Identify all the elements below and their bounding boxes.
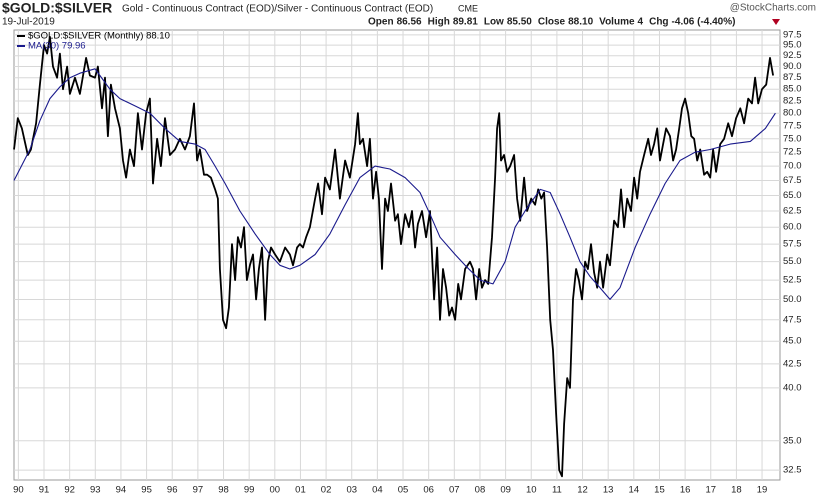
y-tick-label: 95.0 [783,40,802,51]
quote-value: 4 [638,17,644,28]
exchange: CME [458,3,478,13]
y-tick-label: 55.0 [783,256,802,267]
quote-value: 88.10 [568,17,593,28]
x-tick-label: 17 [705,485,716,496]
quote-value: 86.56 [397,17,422,28]
x-tick-label: 91 [39,485,50,496]
x-tick-label: 11 [552,485,562,496]
x-tick-label: 93 [90,485,101,496]
y-tick-label: 70.0 [783,161,802,172]
y-tick-label: 50.0 [783,294,802,305]
y-tick-label: 57.5 [783,239,802,250]
date: 19-Jul-2019 [2,17,55,28]
x-tick-label: 10 [526,485,537,496]
quote-value: 85.50 [507,17,532,28]
quote-label: Close [538,17,566,28]
quote-label: Open [368,17,394,28]
y-tick-label: 67.5 [783,175,802,186]
chart-title: $GOLD:$SILVER [2,0,112,16]
x-tick-label: 19 [757,485,768,496]
y-tick-label: 72.5 [783,147,802,158]
legend-label: $GOLD:$SILVER (Monthly) 88.10 [28,31,170,42]
x-tick-label: 00 [270,485,281,496]
y-tick-label: 97.5 [783,29,802,40]
grid: 32.5 35.0 40.0 42.5 45.0 47.5 50.0 52.5 55.0 57.5… [13,29,801,495]
y-tick-label: 82.5 [783,96,802,107]
y-tick-label: 47.5 [783,314,802,325]
quote-label: Chg [649,17,668,28]
legend-label: MA(30) 79.96 [28,41,86,52]
y-tick-label: 85.0 [783,84,802,95]
y-tick-label: 80.0 [783,108,802,119]
quote: Open 86.56 High 89.81 Low 85.50 Close 88.10 Volu… [368,17,735,28]
y-tick-label: 65.0 [783,190,802,201]
x-tick-label: 02 [321,485,332,496]
x-tick-label: 07 [449,485,460,496]
plot-area [13,29,781,481]
x-tick-label: 18 [731,485,742,496]
x-tick-label: 04 [372,485,383,496]
x-tick-label: 01 [295,485,306,496]
quote-label: Volume [599,17,635,28]
x-tick-label: 90 [13,485,24,496]
x-tick-label: 13 [603,485,614,496]
x-tick-label: 95 [141,485,152,496]
x-tick-label: 14 [629,485,640,496]
y-tick-label: 35.0 [783,435,802,446]
x-tick-label: 06 [423,485,434,496]
y-tick-label: 42.5 [783,358,802,369]
x-tick-label: 05 [398,485,409,496]
x-tick-label: 99 [244,485,255,496]
x-tick-label: 09 [500,485,511,496]
x-tick-label: 97 [193,485,204,496]
y-tick-label: 90.0 [783,61,802,72]
down-arrow [772,19,780,25]
y-tick-label: 62.5 [783,206,802,217]
y-tick-label: 32.5 [783,465,802,476]
x-tick-label: 92 [64,485,75,496]
quote-value: -4.06 (-4.40%) [672,17,736,28]
x-tick-label: 12 [577,485,588,496]
x-tick-label: 08 [475,485,486,496]
y-tick-label: 77.5 [783,120,802,131]
lines [13,36,776,478]
y-tick-label: 92.5 [783,50,802,61]
x-tick-label: 15 [654,485,665,496]
y-tick-label: 60.0 [783,222,802,233]
chart-subtitle: Gold - Continuous Contract (EOD)/Silver … [122,4,433,15]
x-tick-label: 94 [116,485,127,496]
quote-value: 89.81 [453,17,478,28]
series-line [13,68,776,300]
y-tick-label: 87.5 [783,72,802,83]
quote-label: High [428,17,450,28]
y-tick-label: 75.0 [783,133,802,144]
y-tick-label: 40.0 [783,382,802,393]
x-tick-label: 16 [680,485,691,496]
quote-label: Low [484,17,504,28]
x-tick-label: 96 [167,485,178,496]
y-tick-label: 45.0 [783,336,802,347]
y-tick-label: 52.5 [783,275,802,286]
x-tick-label: 98 [218,485,229,496]
series-line [13,36,774,478]
source: @StockCharts.com [730,3,816,14]
x-tick-label: 03 [346,485,357,496]
